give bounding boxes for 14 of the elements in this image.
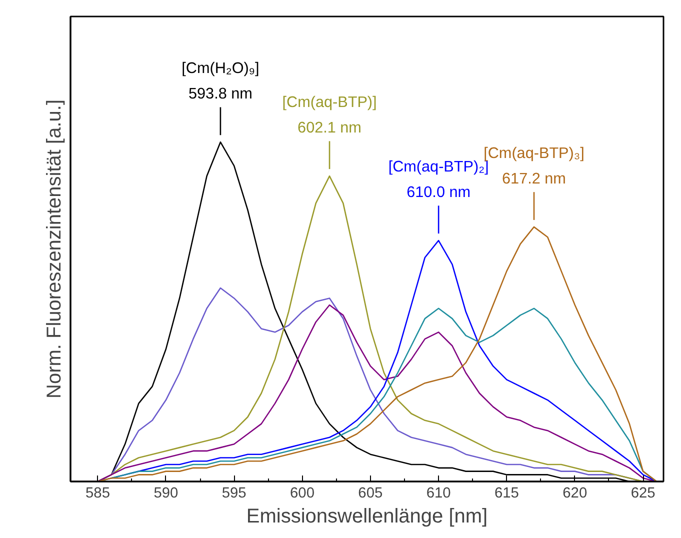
x-tick-label: 625	[630, 486, 656, 502]
annotation: [Cm(aq-BTP)₂] 610.0 nm	[388, 158, 489, 201]
x-tick-label: 605	[358, 486, 383, 502]
x-tick-label: 600	[290, 486, 314, 502]
x-axis-title: Emissionswellenlänge [nm]	[246, 506, 488, 528]
x-tick-label: 590	[154, 486, 178, 502]
x-tick-label: 620	[562, 486, 588, 502]
y-axis-title: Norm. Fluoreszenzintensität [a.u.]	[44, 99, 66, 399]
annotation: [Cm(H₂O)₉] 593.8 nm	[182, 60, 260, 103]
x-tick-label: 595	[222, 486, 246, 502]
x-tick-label: 615	[494, 486, 519, 502]
x-tick-label: 610	[426, 486, 451, 502]
x-tick-label: 585	[86, 486, 110, 502]
annotation: [Cm(aq-BTP)] 602.1 nm	[282, 94, 377, 136]
